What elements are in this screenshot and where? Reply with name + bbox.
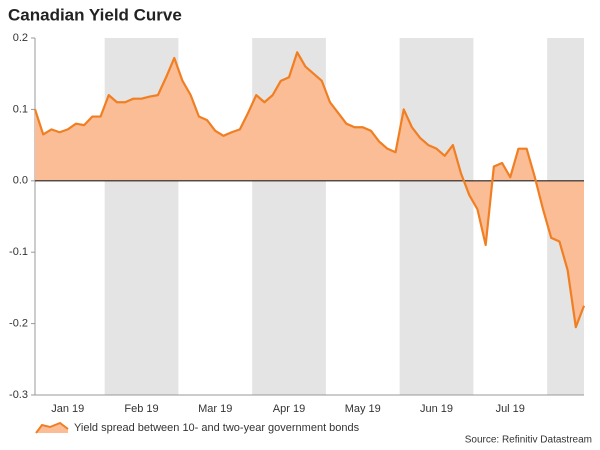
source: Source: Refinitiv Datastream [465, 435, 592, 446]
month-band [399, 38, 474, 395]
x-tick-label: Apr 19 [273, 403, 305, 415]
y-tick-label: -0.1 [9, 246, 28, 258]
y-tick-label: 0.0 [13, 175, 28, 187]
x-tick-label: Mar 19 [198, 403, 232, 415]
x-tick-label: May 19 [345, 403, 381, 415]
x-tick-label: Jul 19 [496, 403, 525, 415]
legend-line [35, 421, 69, 434]
area [35, 52, 584, 328]
y-tick-label: 0.2 [13, 32, 28, 44]
x-tick-label: Jan 19 [51, 403, 84, 415]
chart-title: Canadian Yield Curve [8, 5, 182, 24]
y-tick-label: 0.1 [13, 103, 28, 115]
y-tick-label: -0.3 [9, 389, 28, 401]
y-tick-label: -0.2 [9, 318, 28, 330]
x-tick-label: Jun 19 [420, 403, 453, 415]
x-tick-label: Feb 19 [124, 403, 158, 415]
line [33, 51, 586, 329]
legend-label: Yield spread between 10- and two-year go… [74, 422, 360, 434]
